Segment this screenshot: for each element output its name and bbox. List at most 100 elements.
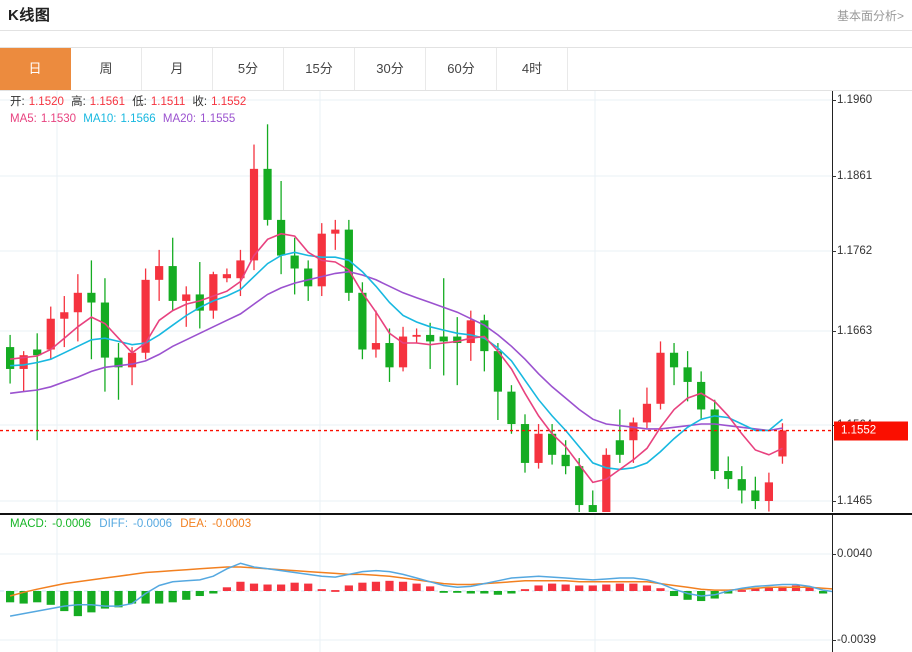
macd-axis: 0.0040 -0.0039	[831, 515, 912, 652]
candle-body	[575, 466, 584, 506]
candle-body	[100, 302, 110, 358]
candle-body	[724, 471, 733, 480]
candle-body	[426, 334, 435, 342]
macd-bar	[385, 580, 394, 591]
diff-value: -0.0006	[133, 518, 173, 530]
macd-bar	[127, 591, 137, 604]
candle-body	[764, 482, 773, 501]
ma10-line	[10, 251, 784, 471]
tab-30分[interactable]: 30分	[355, 48, 426, 90]
price-axis-tick: 1.1762	[831, 245, 873, 257]
tab-label: 月	[170, 61, 184, 76]
header-divider	[0, 30, 912, 31]
macd-bar	[155, 591, 164, 604]
candle-body	[290, 255, 299, 269]
tab-label: 30分	[376, 61, 404, 76]
ma10-value: 1.1566	[120, 113, 156, 125]
ma20-label: MA20:	[162, 113, 197, 125]
candle-body	[683, 367, 692, 382]
candle-body	[656, 352, 665, 404]
macd-bar	[398, 581, 408, 591]
macd-bar	[764, 587, 773, 591]
candlestick-plot[interactable]	[0, 91, 832, 512]
macd-bar	[724, 591, 733, 594]
macd-bar	[575, 585, 584, 591]
tab-label: 15分	[305, 61, 333, 76]
macd-plot[interactable]	[0, 515, 832, 652]
macd-bar	[195, 591, 204, 597]
close-label: 收:	[192, 96, 208, 108]
macd-panel: MACD: -0.0006 DIFF: -0.0006 DEA: -0.0003 0.…	[0, 513, 912, 652]
macd-bar	[317, 589, 326, 591]
macd-bar	[520, 589, 530, 591]
candle-body	[412, 334, 421, 337]
page-title: K线图	[8, 7, 51, 24]
macd-bar	[182, 591, 191, 600]
macd-bar	[493, 591, 502, 595]
macd-bar	[439, 591, 448, 593]
fundamental-analysis-link[interactable]: 基本面分析>	[836, 9, 904, 23]
candle-body	[127, 352, 137, 368]
candle-body	[439, 336, 448, 342]
candle-body	[669, 352, 679, 368]
tab-4时[interactable]: 4时	[497, 48, 568, 90]
ma5-line	[10, 232, 783, 484]
tab-label: 日	[28, 61, 42, 76]
price-axis: 1.19601.18611.17621.16631.15641.14651.15…	[831, 91, 912, 512]
low-label: 低:	[132, 96, 147, 108]
candle-body	[155, 266, 164, 280]
candle-body	[385, 343, 394, 368]
macd-bar	[466, 591, 475, 594]
candle-body	[277, 219, 286, 256]
candlestick-svg	[0, 91, 832, 512]
tab-5分[interactable]: 5分	[213, 48, 284, 90]
candle-body	[588, 505, 597, 512]
macd-bar	[19, 591, 28, 604]
macd-bar	[73, 591, 82, 617]
macd-value: -0.0006	[52, 518, 92, 530]
ma20-line	[10, 270, 783, 432]
macd-bar	[114, 591, 123, 608]
candle-body	[710, 409, 719, 472]
candle-body	[236, 260, 245, 279]
tab-日[interactable]: 日	[0, 48, 71, 90]
macd-bar	[548, 583, 557, 591]
tabbar-filler	[568, 48, 912, 90]
candle-body	[87, 292, 96, 303]
candle-body	[209, 274, 218, 311]
price-axis-tick: 1.1960	[831, 94, 873, 106]
dea-label: DEA:	[180, 518, 208, 530]
macd-bar	[602, 584, 611, 591]
candle-body	[778, 430, 787, 457]
candle-body	[534, 433, 543, 463]
macd-bar	[561, 584, 570, 591]
tab-60分[interactable]: 60分	[426, 48, 497, 90]
macd-bar	[33, 591, 42, 603]
candle-body	[629, 422, 638, 441]
tab-label: 60分	[447, 61, 475, 76]
ma10-label: MA10:	[83, 113, 117, 125]
open-value: 1.1520	[28, 96, 64, 108]
candle-body	[602, 454, 611, 512]
candle-body	[331, 229, 340, 234]
widget-header: K线图 基本面分析>	[0, 0, 912, 30]
candle-body	[615, 440, 624, 455]
macd-bar	[100, 591, 110, 609]
tab-月[interactable]: 月	[142, 48, 213, 90]
candle-body	[466, 320, 475, 344]
macd-bar	[344, 585, 353, 591]
candle-body	[642, 403, 652, 423]
macd-bar	[642, 585, 652, 591]
ohlc-legend-row: 开: 1.1520 高: 1.1561 低: 1.1511 收: 1.1552	[10, 94, 250, 111]
timeframe-tabbar: 日 周 月 5分 15分 30分 60分 4时	[0, 47, 912, 91]
candle-body	[19, 355, 28, 369]
macd-axis-tick: -0.0039	[831, 634, 877, 646]
candle-body	[358, 292, 367, 350]
price-axis-tick: 1.1465	[831, 495, 873, 507]
candle-body	[751, 490, 760, 501]
macd-bar	[426, 586, 435, 591]
tab-周[interactable]: 周	[71, 48, 142, 90]
macd-bar	[209, 591, 218, 594]
tab-15分[interactable]: 15分	[284, 48, 355, 90]
macd-bar	[534, 585, 543, 591]
